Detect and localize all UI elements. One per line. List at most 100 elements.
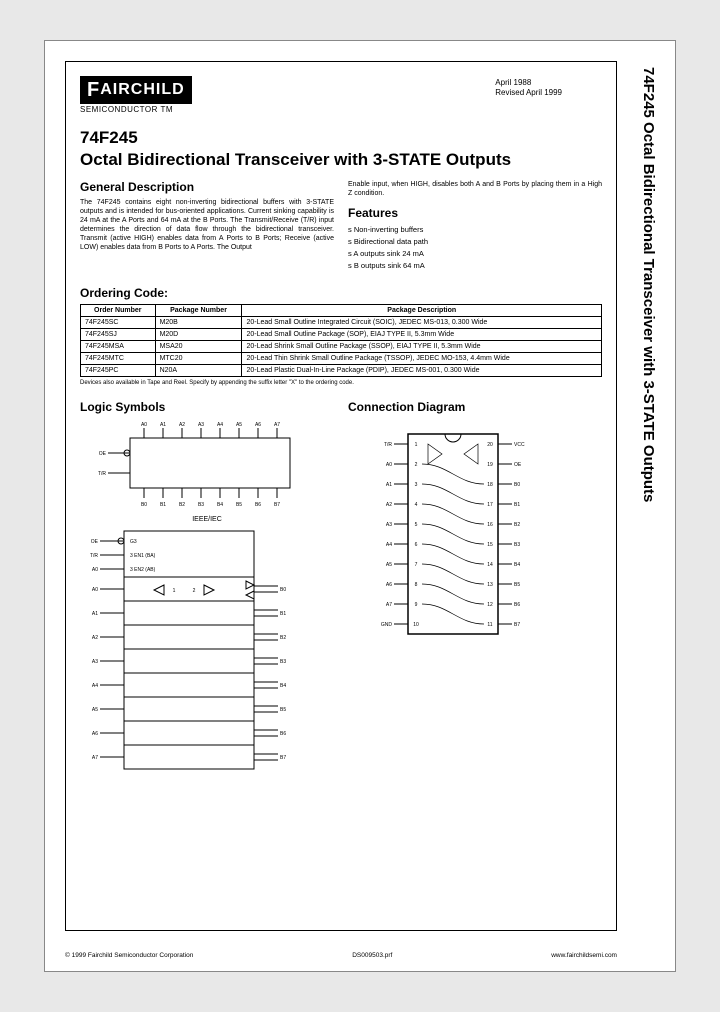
svg-text:A4: A4 [92,683,98,689]
part-number: 74F245 [80,128,602,148]
connection-col: Connection Diagram 1T/R2A03A14A25A36A47A… [348,400,602,777]
table-row: 74F245MSAMSA2020-Lead Shrink Small Outli… [81,341,602,353]
svg-text:VCC: VCC [514,442,525,448]
feature-item: B outputs sink 64 mA [348,260,602,272]
svg-text:A3: A3 [92,659,98,665]
svg-text:8: 8 [415,582,418,588]
svg-text:A7: A7 [92,755,98,761]
svg-text:B4: B4 [514,562,520,568]
svg-text:6: 6 [415,542,418,548]
svg-text:1: 1 [415,442,418,448]
page-title: Octal Bidirectional Transceiver with 3-S… [80,150,602,170]
svg-text:A0: A0 [141,422,147,428]
svg-text:4: 4 [415,502,418,508]
order-th: Order Number [81,305,156,317]
ordering-table: Order NumberPackage NumberPackage Descri… [80,304,602,377]
order-td: 74F245MSA [81,341,156,353]
diagrams-row: Logic Symbols A0A1A2A3A4A5A6A7B0B1B2B3B4… [80,400,602,777]
logic-symbol-2: OEG3T/R3 EN1 (BA)A03 EN2 (AB)A0B012A1B1A… [80,527,310,777]
svg-text:B7: B7 [274,502,280,508]
svg-text:18: 18 [487,482,493,488]
dates: April 1988 Revised April 1999 [495,78,562,99]
logo: FAIRCHILD [80,76,192,104]
svg-text:T/R: T/R [90,553,98,559]
svg-text:A2: A2 [386,502,392,508]
col-right: Enable input, when HIGH, disables both A… [348,180,602,272]
svg-text:11: 11 [487,622,492,628]
svg-text:A0: A0 [92,587,98,593]
svg-text:OE: OE [91,539,99,545]
svg-text:19: 19 [487,462,493,468]
general-heading: General Description [80,180,334,194]
svg-text:A3: A3 [386,522,392,528]
svg-text:G3: G3 [130,539,137,545]
date2: Revised April 1999 [495,88,562,98]
svg-text:14: 14 [487,562,493,568]
svg-text:B7: B7 [280,755,286,761]
svg-text:7: 7 [415,562,418,568]
svg-text:2: 2 [193,588,196,594]
table-row: 74F245SCM20B20-Lead Small Outline Integr… [81,317,602,329]
footer-right: www.fairchildsemi.com [551,952,617,959]
page-inner: FAIRCHILD SEMICONDUCTOR TM April 1988 Re… [65,61,617,931]
order-td: 74F245PC [81,365,156,377]
svg-text:B0: B0 [514,482,520,488]
order-th: Package Number [155,305,242,317]
connection-diagram: 1T/R2A03A14A25A36A47A58A69A710GND20VCC19… [348,420,578,660]
general-text: The 74F245 contains eight non-inverting … [80,198,334,253]
logo-sub: SEMICONDUCTOR TM [80,105,192,114]
svg-text:A1: A1 [92,611,98,617]
svg-text:A7: A7 [274,422,280,428]
svg-text:B6: B6 [280,731,286,737]
table-row: 74F245MTCMTC2020-Lead Thin Shrink Small … [81,353,602,365]
order-td: M20B [155,317,242,329]
order-td: M20D [155,329,242,341]
svg-text:A5: A5 [236,422,242,428]
svg-text:A6: A6 [255,422,261,428]
svg-text:B4: B4 [280,683,286,689]
svg-text:OE: OE [514,462,522,468]
svg-text:A0: A0 [386,462,392,468]
col-left: General Description The 74F245 contains … [80,180,334,272]
svg-text:B1: B1 [514,502,520,508]
order-td: MSA20 [155,341,242,353]
svg-text:9: 9 [415,602,418,608]
footer-left: © 1999 Fairchild Semiconductor Corporati… [65,952,193,959]
svg-text:B5: B5 [280,707,286,713]
svg-text:B2: B2 [179,502,185,508]
svg-text:A4: A4 [217,422,223,428]
svg-text:B5: B5 [236,502,242,508]
order-td: 20-Lead Small Outline Integrated Circuit… [242,317,602,329]
features-heading: Features [348,206,602,220]
svg-text:B2: B2 [514,522,520,528]
order-td: 20-Lead Plastic Dual-In-Line Package (PD… [242,365,602,377]
header-row: FAIRCHILD SEMICONDUCTOR TM April 1988 Re… [80,76,602,114]
svg-text:20: 20 [487,442,493,448]
svg-text:B1: B1 [280,611,286,617]
footer-mid: DS009503.prf [352,952,392,959]
ieee-label: IEEE/IEC [80,516,334,523]
order-td: 74F245SC [81,317,156,329]
svg-text:10: 10 [413,622,419,628]
svg-text:B6: B6 [514,602,520,608]
order-th: Package Description [242,305,602,317]
page-outer: 74F245 Octal Bidirectional Transceiver w… [44,40,676,972]
ordering-note: Devices also available in Tape and Reel.… [80,380,602,386]
order-td: 20-Lead Small Outline Package (SOP), EIA… [242,329,602,341]
svg-text:A1: A1 [160,422,166,428]
ordering-section: Ordering Code: Order NumberPackage Numbe… [80,286,602,386]
svg-text:A6: A6 [92,731,98,737]
svg-text:B0: B0 [141,502,147,508]
feature-item: Non-inverting buffers [348,224,602,236]
svg-text:A5: A5 [386,562,392,568]
order-td: 20-Lead Thin Shrink Small Outline Packag… [242,353,602,365]
svg-text:12: 12 [487,602,493,608]
svg-text:A1: A1 [386,482,392,488]
svg-text:T/R: T/R [384,442,392,448]
svg-text:3 EN2 (AB): 3 EN2 (AB) [130,567,156,573]
logo-block: FAIRCHILD SEMICONDUCTOR TM [80,76,192,114]
svg-text:3: 3 [415,482,418,488]
table-row: 74F245PCN20A20-Lead Plastic Dual-In-Line… [81,365,602,377]
svg-text:A4: A4 [386,542,392,548]
svg-text:B5: B5 [514,582,520,588]
